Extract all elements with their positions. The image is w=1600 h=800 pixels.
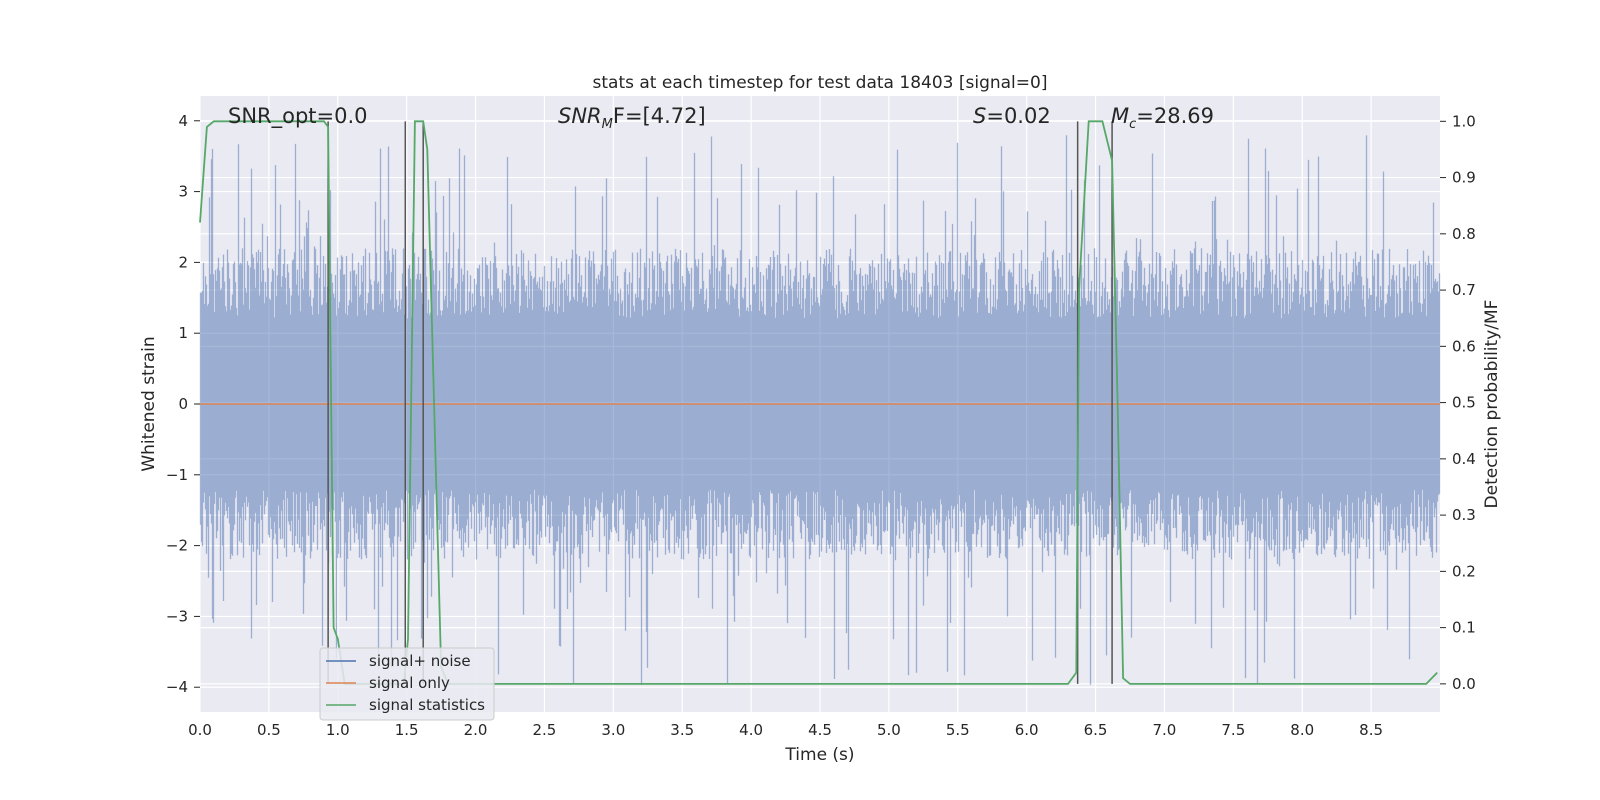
annotation-s: S=0.02 (973, 104, 1051, 128)
signal-statistics-line (199, 120, 1438, 685)
y-tick-label: 1 (178, 324, 188, 342)
y-tick-label: −3 (166, 607, 188, 625)
legend: signal+ noise signal only signal statist… (319, 647, 495, 721)
x-axis-label: Time (s) (784, 745, 854, 765)
vertical-markers (327, 121, 1113, 684)
y2-tick-label: 0.4 (1452, 450, 1476, 468)
legend-label-signal-statistics: signal statistics (369, 696, 485, 714)
x-tick-label: 2.0 (464, 721, 488, 739)
x-tick-label: 6.0 (1015, 721, 1039, 739)
y2-tick-label: 0.3 (1452, 506, 1476, 524)
legend-box (319, 647, 495, 721)
annotation-snr-opt: SNR_opt=0.0 (228, 104, 368, 129)
y2-tick-label: 0.7 (1452, 281, 1476, 299)
series-signal-statistics (199, 120, 1438, 685)
x-tick-label: 8.0 (1290, 721, 1314, 739)
annotation-mc: Mc=28.69 (1111, 104, 1214, 132)
y2-tick-label: 0.0 (1452, 675, 1476, 693)
y-tick-label: 4 (178, 112, 188, 130)
y-tick-label: 0 (178, 395, 188, 413)
annotation-snr-mf: SNRMF=[4.72] (558, 104, 706, 132)
x-tick-label: 2.5 (533, 721, 557, 739)
y-tick-label: 2 (178, 253, 188, 271)
x-tick-label: 0.0 (188, 721, 212, 739)
y2-tick-label: 0.8 (1452, 225, 1476, 243)
x-tick-label: 0.5 (257, 721, 281, 739)
x-tick-label: 5.0 (877, 721, 901, 739)
x-tick-label: 5.5 (946, 721, 970, 739)
x-tick-label: 7.5 (1221, 721, 1245, 739)
legend-label-signal-noise: signal+ noise (369, 652, 471, 670)
y-axis-label: Whitened strain (139, 336, 159, 471)
y2-tick-label: 0.9 (1452, 169, 1476, 187)
y-tick-label: −4 (166, 678, 188, 696)
y-tick-label: −2 (166, 537, 188, 555)
legend-label-signal-only: signal only (369, 674, 450, 692)
y2-axis-label: Detection probability/MF (1482, 300, 1502, 509)
x-tick-label: 3.0 (601, 721, 625, 739)
x-tick-label: 1.5 (395, 721, 419, 739)
y2-tick-label: 0.5 (1452, 394, 1476, 412)
x-tick-label: 7.0 (1153, 721, 1177, 739)
y-tick-label: −1 (166, 466, 188, 484)
x-tick-label: 6.5 (1084, 721, 1108, 739)
x-tick-label: 1.0 (326, 721, 350, 739)
x-tick-label: 4.0 (739, 721, 763, 739)
y2-tick-label: 0.6 (1452, 337, 1476, 355)
axis-ticks: 0.0 0.5 1.0 1.5 2.0 2.5 3.0 3.5 4.0 4.5 5.0 5.5 6.0 6… (166, 112, 1476, 739)
y-tick-label: 3 (178, 183, 188, 201)
x-tick-label: 4.5 (808, 721, 832, 739)
x-tick-label: 8.5 (1359, 721, 1383, 739)
x-tick-label: 3.5 (670, 721, 694, 739)
y2-tick-label: 1.0 (1452, 112, 1476, 130)
y2-tick-label: 0.1 (1452, 619, 1476, 637)
y2-tick-label: 0.2 (1452, 562, 1476, 580)
chart-title: stats at each timestep for test data 184… (593, 73, 1048, 93)
